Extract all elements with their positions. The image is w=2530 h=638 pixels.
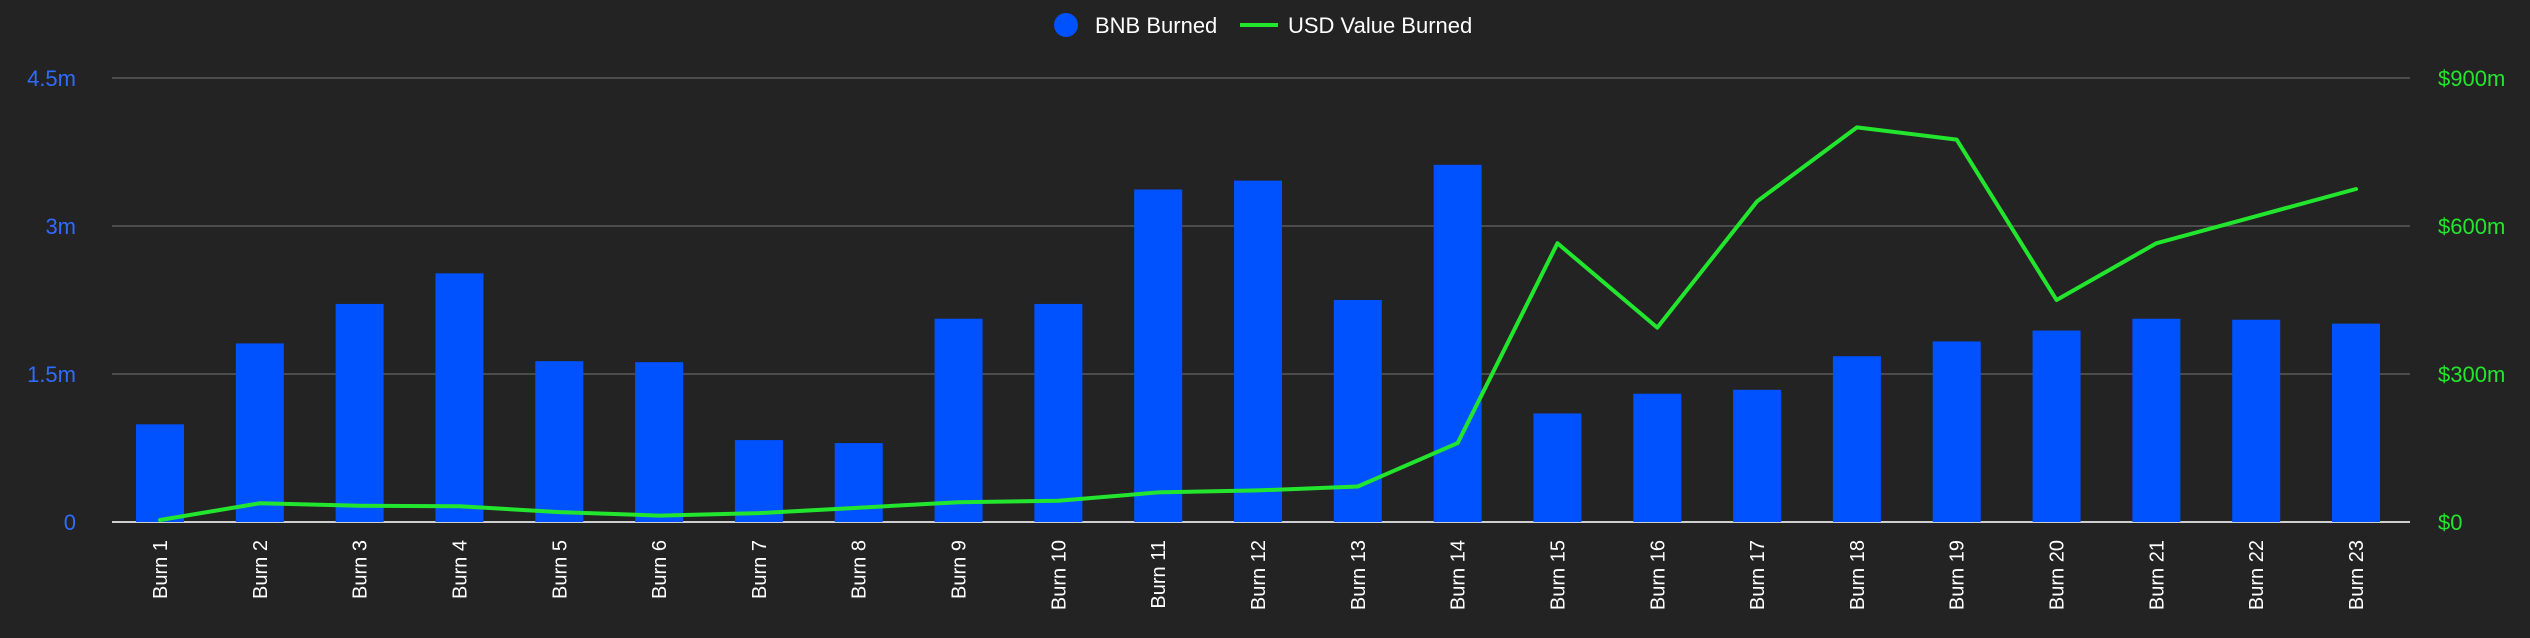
usd-line-series	[158, 125, 2358, 523]
bar-bnb-burned	[1433, 164, 1482, 522]
x-tick-label: Burn 17	[1747, 540, 1769, 610]
left-tick-label: 3m	[45, 214, 76, 239]
x-tick-label: Burn 16	[1647, 540, 1669, 610]
x-tick-label: Burn 21	[2146, 540, 2168, 610]
bar-bnb-burned	[1633, 393, 1682, 522]
right-axis-ticks: $0 $300m $600m $900m	[2438, 66, 2505, 535]
x-tick-label: Burn 7	[749, 540, 771, 599]
left-tick-label: 1.5m	[27, 362, 76, 387]
bar-bnb-burned	[1134, 189, 1183, 522]
x-tick-label: Burn 19	[1947, 540, 1969, 610]
x-tick-label: Burn 4	[449, 540, 471, 599]
legend-bnb-marker	[1054, 13, 1078, 37]
x-tick-label: Burn 20	[2047, 540, 2069, 610]
bar-bnb-burned	[2332, 323, 2380, 522]
bar-bnb-burned	[934, 318, 983, 522]
bar-bnb-burned	[1034, 303, 1083, 522]
x-tick-label: Burn 9	[949, 540, 971, 599]
bar-bnb-burned	[2232, 319, 2281, 522]
right-tick-label: $900m	[2438, 66, 2505, 91]
bar-bnb-burned	[136, 424, 184, 522]
bar-bnb-burned	[1832, 356, 1881, 522]
x-tick-label: Burn 2	[250, 540, 272, 599]
x-tick-label: Burn 22	[2246, 540, 2268, 610]
bar-bnb-burned	[435, 273, 484, 522]
bar-bnb-burned	[535, 361, 584, 522]
x-tick-label: Burn 13	[1348, 540, 1370, 610]
bar-bnb-burned	[1533, 413, 1582, 522]
left-axis-ticks: 0 1.5m 3m 4.5m	[27, 66, 76, 535]
right-tick-label: $0	[2438, 510, 2462, 535]
legend-usd-label: USD Value Burned	[1288, 13, 1472, 38]
right-tick-label: $600m	[2438, 214, 2505, 239]
left-tick-label: 4.5m	[27, 66, 76, 91]
bar-bnb-burned	[335, 303, 384, 522]
bnb-bars	[136, 164, 2380, 522]
x-tick-label: Burn 11	[1148, 540, 1170, 609]
right-tick-label: $300m	[2438, 362, 2505, 387]
x-tick-label: Burn 12	[1248, 540, 1270, 610]
x-tick-label: Burn 1	[150, 540, 172, 599]
legend: BNB Burned USD Value Burned	[1054, 13, 1472, 38]
bar-bnb-burned	[734, 440, 783, 522]
legend-bnb-label: BNB Burned	[1095, 13, 1217, 38]
x-tick-label: Burn 18	[1847, 540, 1869, 610]
x-tick-label: Burn 8	[849, 540, 871, 599]
left-tick-label: 0	[64, 510, 76, 535]
bar-bnb-burned	[1733, 389, 1782, 522]
bar-bnb-burned	[235, 343, 284, 522]
bar-bnb-burned	[1234, 180, 1282, 522]
x-tick-label: Burn 5	[549, 540, 571, 599]
x-tick-label: Burn 15	[1547, 540, 1569, 610]
x-axis-ticks: Burn 1 Burn 2 Burn 3 Burn 4 Burn 5 Burn 6 Burn…	[150, 540, 2368, 610]
bar-bnb-burned	[2132, 318, 2181, 522]
x-tick-label: Burn 10	[1048, 540, 1070, 610]
x-tick-label: Burn 3	[350, 540, 372, 599]
x-tick-label: Burn 23	[2346, 540, 2368, 610]
bar-bnb-burned	[1932, 341, 1981, 522]
x-tick-label: Burn 6	[649, 540, 671, 599]
bar-bnb-burned	[2032, 330, 2081, 522]
bar-bnb-burned	[635, 362, 684, 522]
x-tick-label: Burn 14	[1448, 540, 1470, 610]
